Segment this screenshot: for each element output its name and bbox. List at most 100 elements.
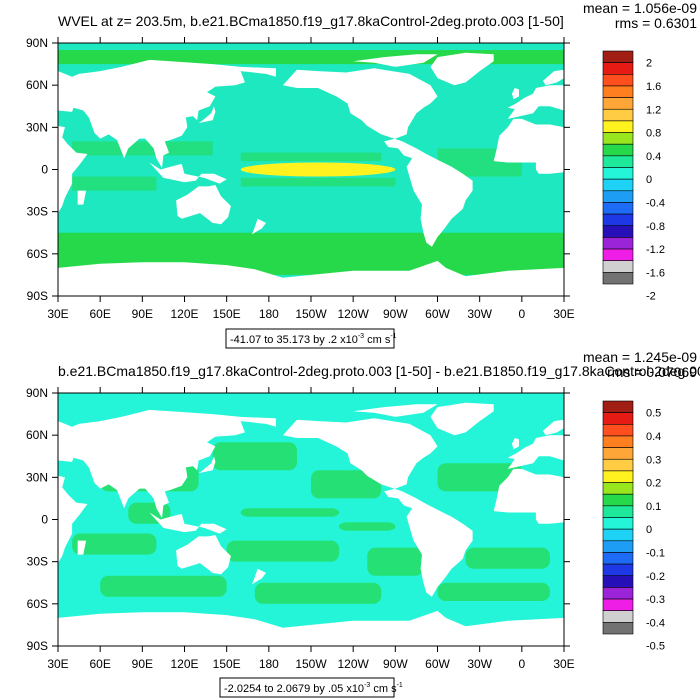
colorbar-swatch — [602, 272, 634, 285]
y-tick-label: 30N — [26, 120, 48, 134]
colorbar-swatch — [602, 178, 634, 192]
x-tick-label: 30W — [467, 307, 492, 321]
panel-bottom-axes: 30E 60E 90E 120E 150E 180 150W 120W 90W 60W 30W 0 30… — [26, 386, 575, 671]
x-tick-label: 90E — [132, 657, 153, 671]
colorbar-swatch — [602, 50, 634, 63]
panel-bottom-range-label: -2.0254 to 2.0679 by .05 x10-3 cm s-1 — [224, 682, 403, 695]
colorbar-swatch — [602, 167, 634, 180]
x-tick-label: 90E — [132, 307, 153, 321]
colorbar-label: -1.2 — [646, 244, 665, 256]
y-tick-label: 30S — [27, 555, 48, 569]
y-tick-label: 0 — [41, 513, 48, 527]
colorbar-label: 0.5 — [646, 408, 661, 420]
x-tick-label: 60W — [425, 657, 450, 671]
panel-top-map — [58, 43, 564, 296]
green-patch — [254, 582, 382, 604]
x-tick-label: 120E — [170, 307, 198, 321]
tropical-green-patch — [240, 152, 382, 162]
land-mask — [58, 475, 88, 569]
land-mask — [252, 218, 266, 235]
tropical-green-patch — [240, 177, 396, 187]
panel-top: WVEL at z= 203.5m, b.e21.BCma1850.f19_g1… — [26, 0, 697, 349]
land-mask — [507, 435, 564, 469]
green-patch — [212, 442, 297, 471]
x-tick-label: 30E — [47, 657, 68, 671]
colorbar-label: -0.8 — [646, 221, 665, 233]
green-patch — [465, 547, 550, 569]
colorbar-label: 0.4 — [646, 431, 661, 443]
colorbar-swatch — [602, 610, 634, 623]
colorbar-swatch — [602, 470, 634, 483]
colorbar-label: 0.3 — [646, 454, 661, 466]
colorbar-swatch — [602, 587, 634, 600]
y-tick-label: 0 — [41, 163, 48, 177]
x-tick-label: 150E — [213, 307, 241, 321]
colorbar-swatch — [602, 622, 634, 635]
colorbar-label: -2 — [646, 291, 656, 303]
land-mask — [198, 106, 216, 124]
colorbar-swatch — [602, 62, 634, 75]
land-mask — [252, 568, 266, 585]
y-tick-label: 60N — [26, 78, 48, 92]
x-tick-label: 150E — [213, 657, 241, 671]
colorbar-swatch — [602, 505, 634, 518]
colorbar-label: 2 — [646, 58, 652, 70]
green-patch — [437, 582, 550, 602]
y-tick-label: 90N — [26, 36, 48, 50]
green-patch — [226, 540, 340, 562]
land-mask — [58, 610, 564, 646]
colorbar-swatch — [602, 598, 634, 611]
green-patch — [311, 470, 382, 499]
colorbar-label: 1.2 — [646, 104, 661, 116]
land-mask — [353, 404, 438, 417]
y-tick-label: 30N — [26, 470, 48, 484]
x-tick-label: 30E — [553, 307, 574, 321]
colorbar-label: 1.6 — [646, 81, 661, 93]
land-mask — [430, 402, 494, 436]
land-mask — [58, 409, 276, 519]
colorbar-label: 0.1 — [646, 501, 661, 513]
land-mask — [58, 59, 276, 169]
colorbar-swatch — [602, 493, 634, 507]
tropical-green-patch — [72, 176, 157, 191]
land-mask — [542, 69, 564, 86]
y-tick-label: 60S — [27, 247, 48, 261]
green-patch — [100, 575, 227, 597]
x-tick-label: 180 — [259, 307, 279, 321]
land-mask — [430, 52, 494, 86]
x-tick-label: 0 — [518, 307, 525, 321]
y-tick-label: 30S — [27, 205, 48, 219]
colorbar-swatch — [602, 412, 634, 425]
x-tick-label: 60E — [89, 307, 110, 321]
x-tick-label: 180 — [259, 657, 279, 671]
tropical-green-patch — [72, 141, 213, 156]
colorbar-swatch — [602, 85, 634, 98]
colorbar-label: -0.4 — [646, 617, 665, 629]
colorbar-swatch — [602, 97, 634, 110]
colorbar-label: -0.2 — [646, 571, 665, 583]
equatorial-band — [240, 162, 396, 177]
land-mask — [149, 512, 227, 534]
x-tick-label: 30W — [467, 657, 492, 671]
colorbar-swatch — [602, 202, 634, 215]
land-mask — [198, 456, 216, 474]
colorbar-swatch — [602, 447, 634, 460]
land-mask — [58, 260, 564, 296]
colorbar-swatch — [602, 108, 634, 122]
colorbar-swatch — [602, 120, 634, 133]
land-mask — [176, 535, 231, 575]
colorbar-swatch — [602, 74, 634, 87]
land-mask — [282, 418, 473, 597]
x-tick-label: 120E — [170, 657, 198, 671]
x-tick-label: 150W — [295, 657, 327, 671]
panel-top-mean: mean = 1.056e-09 — [583, 0, 697, 16]
panel-bottom-range-box — [219, 677, 395, 698]
colorbar-swatch — [602, 400, 634, 413]
y-tick-label: 90N — [26, 386, 48, 400]
colorbar-label: -0.1 — [646, 547, 665, 559]
x-tick-label: 30E — [47, 307, 68, 321]
land-mask — [512, 438, 519, 450]
colorbar-swatch — [602, 575, 634, 588]
x-tick-label: 150W — [295, 307, 327, 321]
